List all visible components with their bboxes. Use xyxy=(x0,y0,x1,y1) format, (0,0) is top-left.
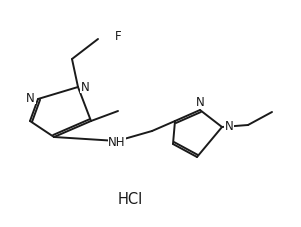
Text: N: N xyxy=(196,96,204,109)
Text: N: N xyxy=(81,80,90,93)
Text: F: F xyxy=(115,29,122,42)
Text: N: N xyxy=(26,91,35,104)
Text: N: N xyxy=(225,120,234,133)
Text: NH: NH xyxy=(108,135,126,148)
Text: HCl: HCl xyxy=(117,192,143,207)
